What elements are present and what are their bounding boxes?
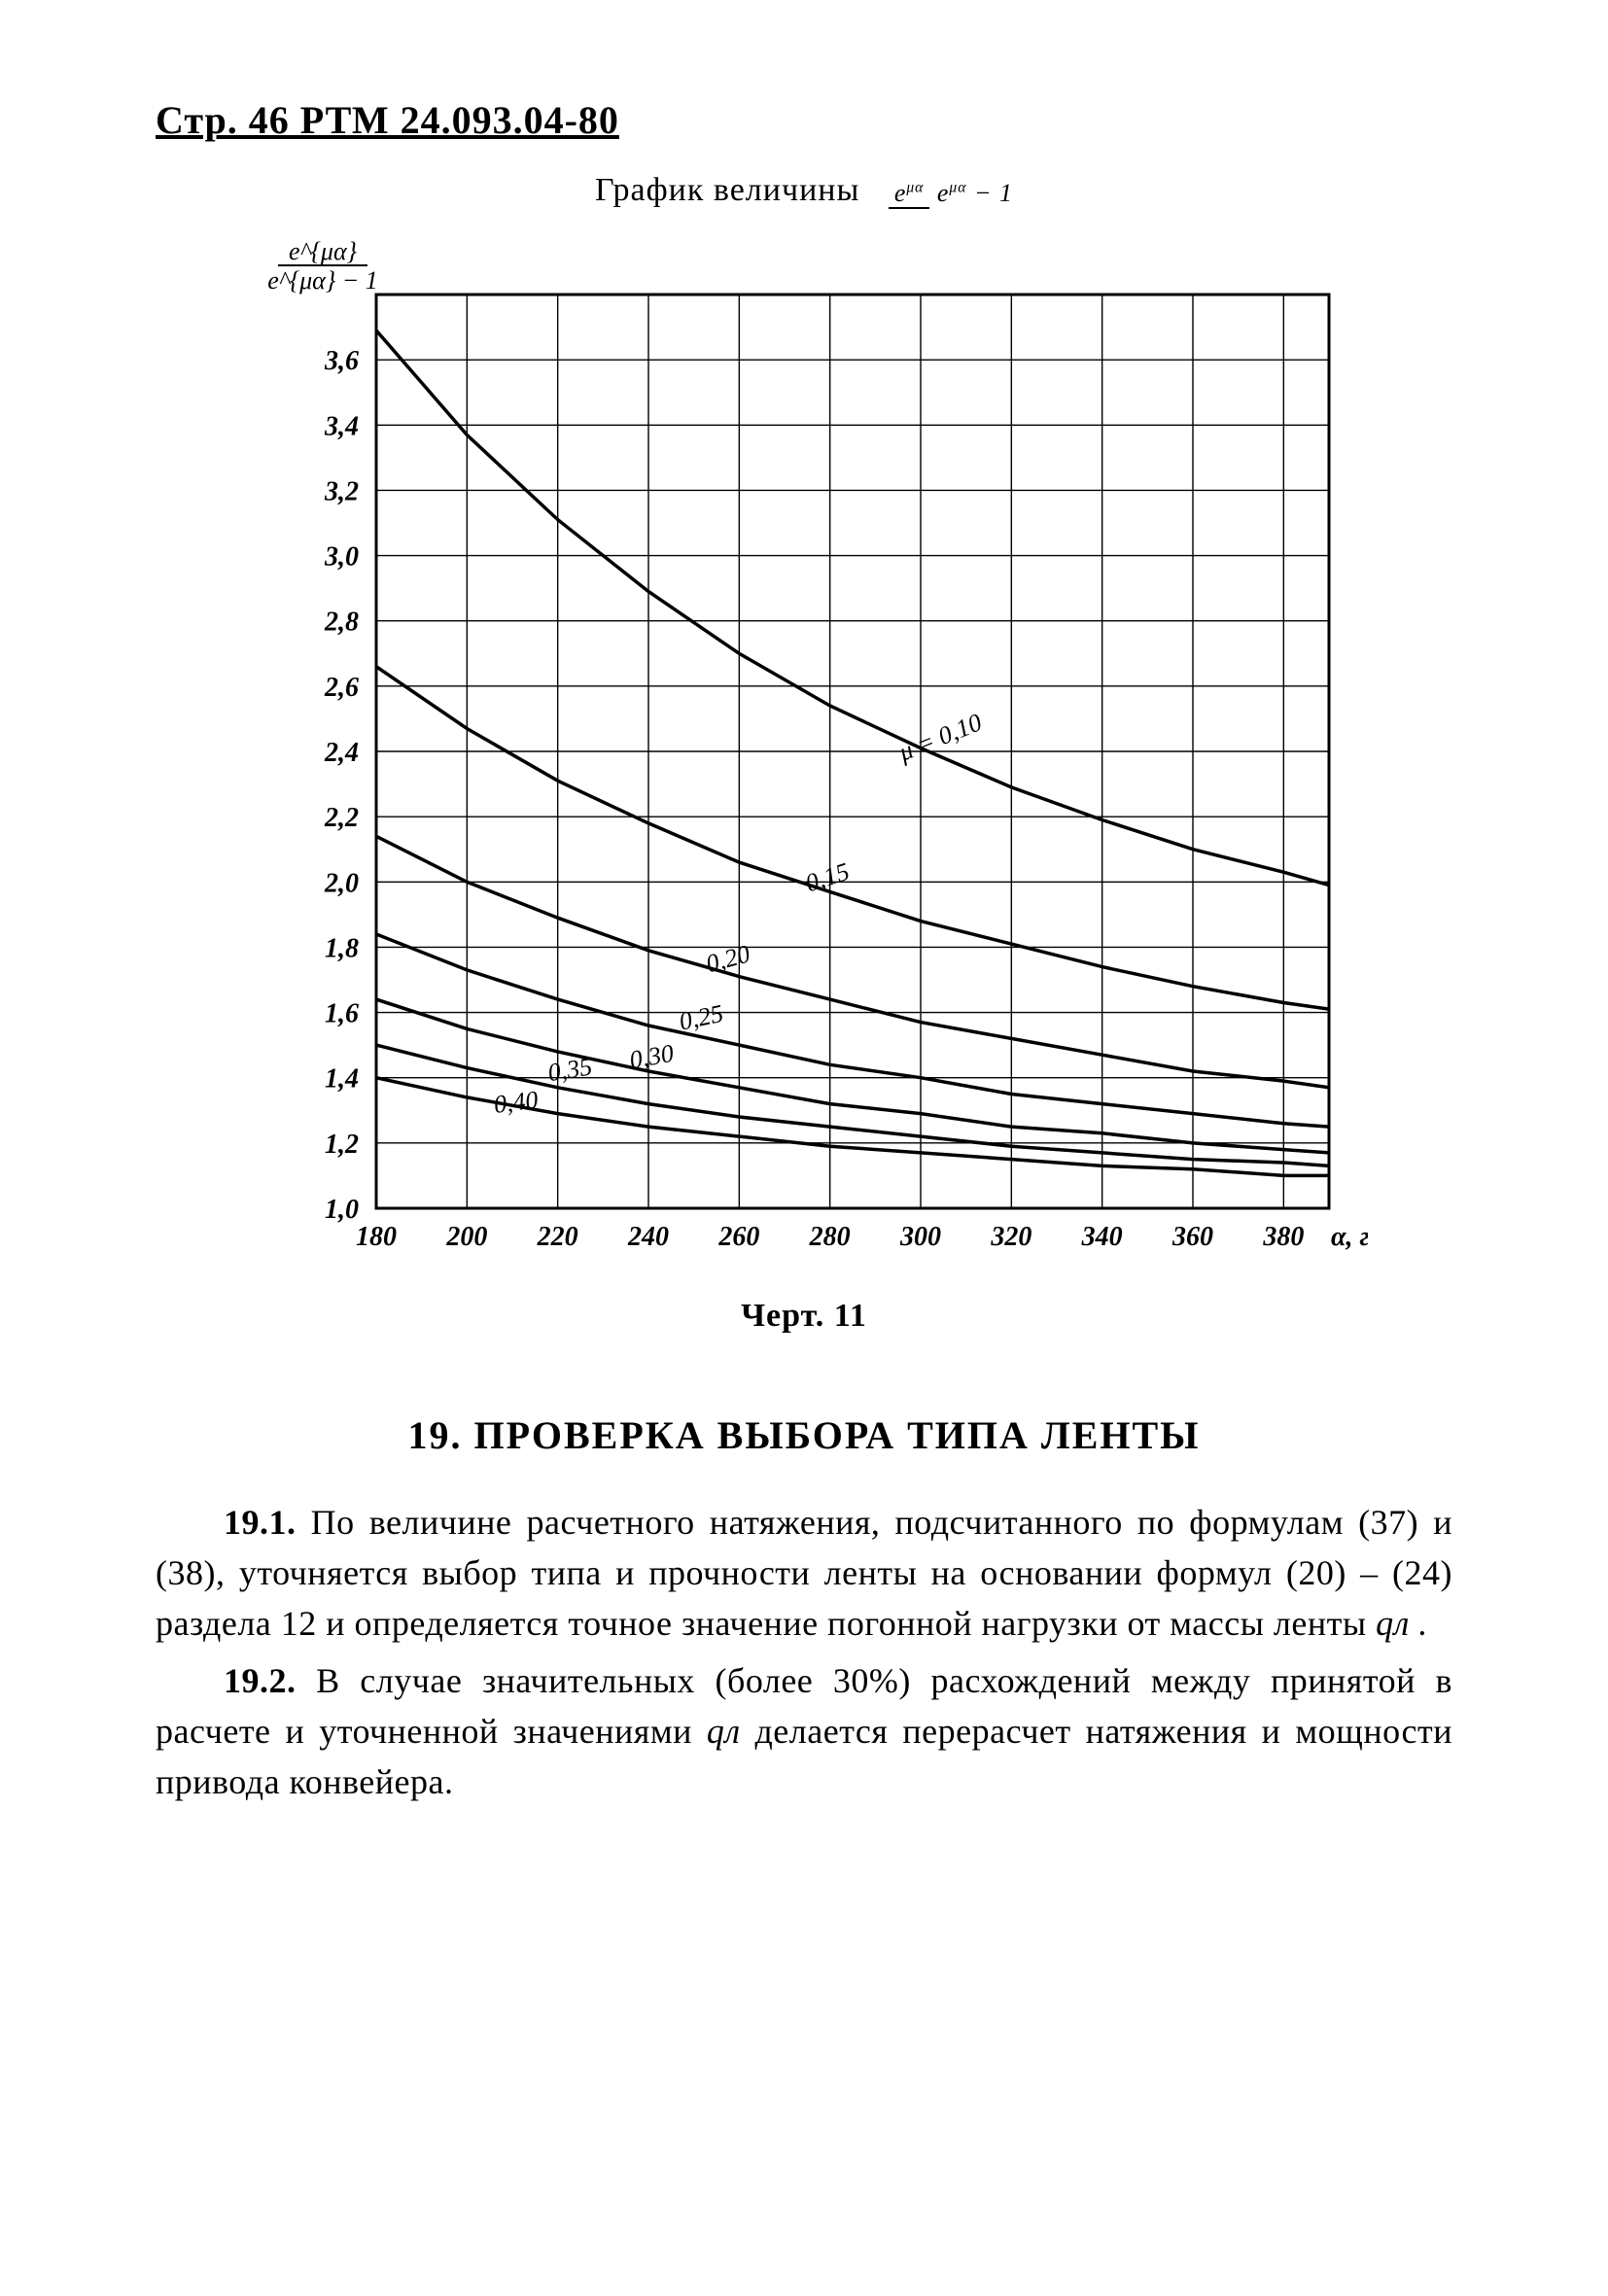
svg-text:1,0: 1,0 — [325, 1195, 359, 1225]
svg-text:180: 180 — [356, 1222, 397, 1252]
para-19-1-num: 19.1. — [224, 1503, 297, 1542]
para-19-2-sym: qл — [707, 1712, 741, 1751]
svg-text:380: 380 — [1262, 1222, 1304, 1252]
svg-text:300: 300 — [899, 1222, 941, 1252]
svg-text:0,40: 0,40 — [492, 1086, 540, 1119]
svg-text:3,4: 3,4 — [324, 411, 359, 441]
para-19-1-text: По величине расчетного натяжения, подсчи… — [156, 1503, 1452, 1643]
svg-text:1,6: 1,6 — [325, 999, 359, 1029]
para-19-2-num: 19.2. — [224, 1661, 297, 1700]
svg-text:2,0: 2,0 — [324, 868, 359, 898]
svg-text:1,4: 1,4 — [325, 1064, 359, 1095]
body-text: 19.1. По величине расчетного натяжения, … — [156, 1497, 1452, 1807]
svg-text:3,0: 3,0 — [324, 542, 359, 573]
svg-text:260: 260 — [717, 1222, 759, 1252]
chart-title: График величины eμα eμα − 1 — [156, 172, 1452, 209]
para-19-2: 19.2. В случае значительных (более 30%) … — [156, 1655, 1452, 1808]
chart: μ = 0,100,150,200,250,300,350,401,01,21,… — [240, 226, 1368, 1276]
svg-text:1,2: 1,2 — [325, 1130, 359, 1160]
svg-text:3,2: 3,2 — [324, 476, 359, 506]
svg-text:340: 340 — [1081, 1222, 1123, 1252]
para-19-1-sym: qл . — [1376, 1604, 1428, 1643]
chart-container: μ = 0,100,150,200,250,300,350,401,01,21,… — [240, 226, 1368, 1335]
svg-text:2,8: 2,8 — [324, 608, 359, 638]
svg-text:360: 360 — [1171, 1222, 1213, 1252]
svg-text:1,8: 1,8 — [325, 933, 359, 963]
svg-text:220: 220 — [537, 1222, 578, 1252]
chart-title-prefix: График величины — [595, 172, 859, 208]
svg-text:320: 320 — [990, 1222, 1031, 1252]
chart-caption: Черт. 11 — [240, 1298, 1368, 1335]
svg-text:240: 240 — [627, 1222, 669, 1252]
chart-formula: eμα eμα − 1 — [889, 180, 1013, 206]
svg-text:3,6: 3,6 — [324, 346, 359, 376]
svg-text:e^{μα}: e^{μα} — [289, 237, 358, 265]
section-heading: 19. ПРОВЕРКА ВЫБОРА ТИПА ЛЕНТЫ — [156, 1412, 1452, 1458]
svg-text:280: 280 — [809, 1222, 851, 1252]
svg-text:2,6: 2,6 — [324, 673, 359, 703]
svg-text:2,2: 2,2 — [324, 803, 359, 833]
para-19-1: 19.1. По величине расчетного натяжения, … — [156, 1497, 1452, 1650]
svg-text:2,4: 2,4 — [324, 738, 359, 768]
svg-text:α, град: α, град — [1331, 1222, 1368, 1252]
page-header: Стр. 46 РТМ 24.093.04-80 — [156, 97, 1452, 143]
svg-text:e^{μα} − 1: e^{μα} − 1 — [267, 266, 378, 295]
svg-text:200: 200 — [445, 1222, 487, 1252]
